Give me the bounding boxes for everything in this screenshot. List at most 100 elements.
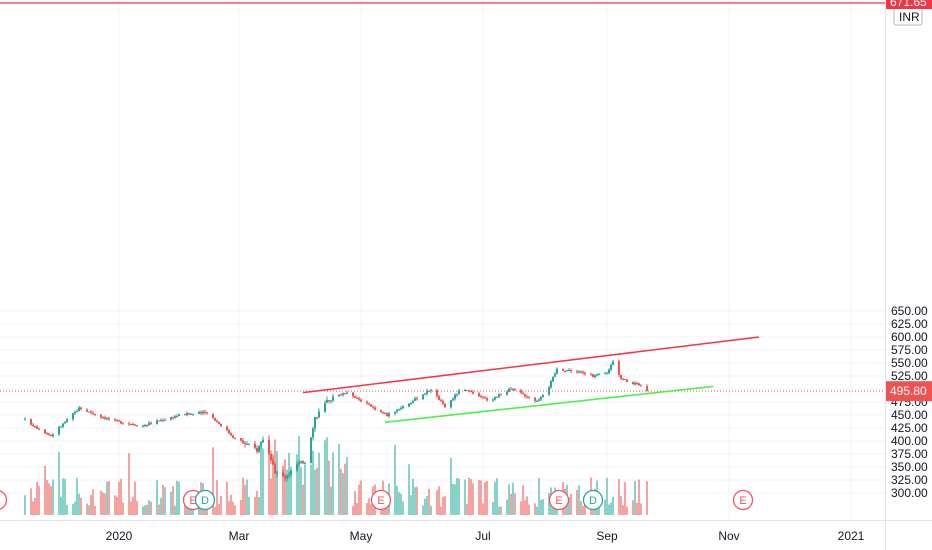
earnings-marker[interactable]: E xyxy=(548,489,570,511)
volume-bar xyxy=(58,451,60,515)
volume-bar xyxy=(162,484,164,515)
candle-body xyxy=(604,373,606,375)
candle-body xyxy=(464,390,466,392)
dividend-marker[interactable]: D xyxy=(194,489,216,511)
volume-bar xyxy=(484,482,486,515)
candle-body xyxy=(186,413,188,416)
event-label: D xyxy=(589,495,597,507)
volume-bar xyxy=(534,503,536,515)
candles xyxy=(24,359,648,482)
volume-bar xyxy=(248,496,250,515)
candle-body xyxy=(638,383,640,386)
volume-bar xyxy=(430,505,432,515)
volume-bar xyxy=(272,454,274,515)
volume-bar xyxy=(32,501,34,515)
candle-body xyxy=(580,371,582,373)
trendline[interactable] xyxy=(384,385,714,424)
candle-body xyxy=(618,361,620,375)
candle-body xyxy=(496,396,498,398)
earnings-marker[interactable]: E xyxy=(370,489,392,511)
candle-body xyxy=(288,474,290,476)
candle-body xyxy=(212,413,214,418)
earnings-marker[interactable]: E xyxy=(732,489,754,511)
candle-body xyxy=(498,394,500,397)
volume-bar xyxy=(242,477,244,515)
volume-bar xyxy=(276,451,278,515)
volume-bar xyxy=(88,505,90,515)
volume-bar xyxy=(286,469,288,515)
dividend-marker[interactable]: D xyxy=(582,489,604,511)
time-axis[interactable]: 2020 Mar May Jul Sep Nov 2021 xyxy=(106,529,865,543)
volume-bar xyxy=(570,493,572,515)
candle-body xyxy=(394,411,396,414)
volume-bar xyxy=(100,490,102,515)
candle-body xyxy=(562,368,564,371)
candle-body xyxy=(346,392,348,394)
price-axis[interactable]: 650.00625.00600.00575.00550.00525.00500.… xyxy=(885,0,929,550)
candle-body xyxy=(360,399,362,402)
candle-body xyxy=(298,462,300,465)
volume-bar xyxy=(134,481,136,515)
candle-body xyxy=(254,443,256,449)
candle-body xyxy=(88,411,90,413)
currency-label: INR xyxy=(899,10,920,24)
candle-body xyxy=(58,427,60,435)
candle-body xyxy=(352,392,354,397)
candle-body xyxy=(146,425,148,427)
volume-bar xyxy=(508,484,510,515)
volume-bar xyxy=(506,499,508,515)
candle-body xyxy=(198,411,200,414)
candle-body xyxy=(150,422,152,424)
volume-bar xyxy=(106,481,108,515)
volume-bar xyxy=(510,493,512,515)
volume-bar xyxy=(258,497,260,515)
volume-bar xyxy=(128,453,130,515)
volume-bar xyxy=(282,465,284,515)
candle-body xyxy=(170,417,172,420)
volume-bar xyxy=(604,499,606,515)
candle-body xyxy=(316,417,318,419)
volume-bar xyxy=(492,501,494,515)
volume-bar xyxy=(576,489,578,515)
volume-bar xyxy=(220,496,222,515)
candle-body xyxy=(444,403,446,408)
volume-bar xyxy=(232,501,234,515)
volume-bar xyxy=(72,503,74,515)
volume-bar xyxy=(92,489,94,515)
event-label: E xyxy=(0,495,1,507)
candle-body xyxy=(50,434,52,437)
volume-bar xyxy=(480,480,482,515)
volume-bar xyxy=(244,484,246,515)
candle-body xyxy=(72,413,74,420)
volume-bar xyxy=(330,486,332,515)
candle-body xyxy=(310,437,312,464)
x-tick-label: Mar xyxy=(229,529,250,543)
volume-bar xyxy=(494,481,496,515)
volume-bar xyxy=(76,477,78,515)
candle-body xyxy=(234,437,236,439)
candle-body xyxy=(134,424,136,426)
volume-bar xyxy=(310,464,312,515)
trendline[interactable] xyxy=(302,336,760,394)
candle-body xyxy=(396,409,398,412)
candle-body xyxy=(286,475,288,479)
volume-bar xyxy=(302,484,304,515)
candle-body xyxy=(86,409,88,412)
volume-bar xyxy=(120,478,122,515)
candle-body xyxy=(284,476,286,479)
volume-bar xyxy=(60,496,62,515)
candle-body xyxy=(340,394,342,396)
candle-body xyxy=(258,445,260,452)
volume-bar xyxy=(318,452,320,515)
volume-bar xyxy=(528,504,530,515)
candle-body xyxy=(114,419,116,421)
volume-bar xyxy=(218,504,220,515)
candle-body xyxy=(344,393,346,395)
candle-body xyxy=(590,374,592,376)
candle-body xyxy=(216,420,218,422)
candle-body xyxy=(582,371,584,373)
volume-bar xyxy=(230,494,232,515)
volume-bar xyxy=(548,493,550,515)
earnings-marker[interactable]: E xyxy=(0,490,8,510)
